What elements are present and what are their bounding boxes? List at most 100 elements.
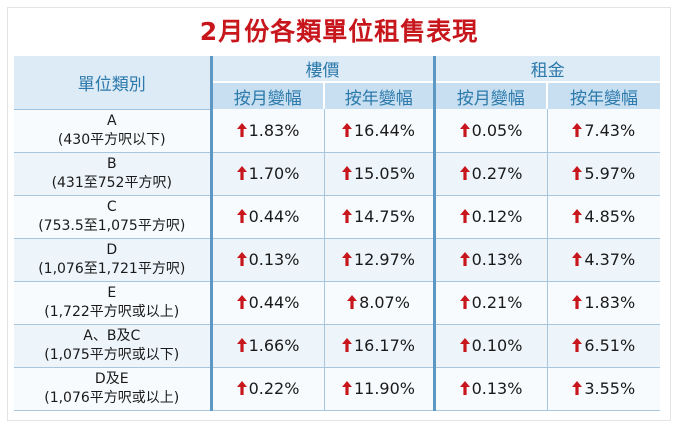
price-yoy-cell: 16.44%: [323, 109, 434, 153]
up-arrow-icon: [459, 165, 470, 180]
price-yoy-cell: 16.17%: [323, 324, 434, 368]
change-value: 0.05%: [471, 120, 523, 140]
change-value: 3.55%: [584, 379, 636, 398]
table-row: A、B及C (1,075平方呎或以下) 1.66% 16.17% 0.10% 6.51%: [14, 324, 660, 368]
change-value: 0.12%: [471, 207, 523, 226]
change-value: 1.70%: [248, 164, 300, 183]
header-price-group: 樓價: [209, 56, 434, 83]
unit-type-cell: D及E (1,076平方呎或以上): [14, 367, 211, 411]
change-value: 16.44%: [353, 120, 415, 140]
up-arrow-icon: [572, 251, 583, 266]
price-yoy-cell: 15.05%: [323, 152, 434, 196]
unit-size: (431至752平方呎): [51, 174, 172, 191]
up-arrow-icon: [236, 294, 247, 309]
up-arrow-icon: [341, 337, 352, 352]
header-unit-type: 單位類別: [14, 56, 211, 110]
rent-mom-cell: 0.10%: [432, 324, 547, 368]
up-arrow-icon: [459, 337, 470, 352]
rent-mom-cell: 0.13%: [432, 238, 547, 282]
unit-size: (1,722平方呎或以上): [44, 303, 180, 320]
change-value: 4.85%: [584, 207, 636, 226]
change-value: 0.13%: [248, 250, 300, 269]
price-mom-cell: 0.13%: [209, 238, 324, 282]
header-rent-yoy: 按年變幅: [546, 82, 660, 109]
page-title: 2月份各類單位租售表現: [199, 17, 479, 46]
table-row: C (753.5至1,075平方呎) 0.44% 14.75% 0.12% 4.85%: [14, 195, 660, 239]
unit-label: C: [106, 198, 117, 215]
change-value: 0.21%: [471, 293, 523, 312]
change-value: 4.37%: [584, 250, 636, 269]
change-value: 16.17%: [353, 336, 415, 355]
price-yoy-cell: 8.07%: [323, 281, 434, 325]
change-value: 12.97%: [353, 250, 415, 269]
table-row: D (1,076至1,721平方呎) 0.13% 12.97% 0.13% 4.37%: [14, 238, 660, 282]
rent-yoy-cell: 3.55%: [546, 367, 660, 411]
rent-mom-cell: 0.13%: [432, 367, 547, 411]
price-mom-cell: 0.22%: [209, 367, 324, 411]
unit-label: D: [106, 241, 118, 258]
unit-size: (1,076至1,721平方呎): [38, 260, 186, 277]
rent-yoy-cell: 6.51%: [546, 324, 660, 368]
up-arrow-icon: [572, 165, 583, 180]
up-arrow-icon: [459, 251, 470, 266]
price-yoy-cell: 11.90%: [323, 367, 434, 411]
unit-label: A、B及C: [83, 327, 141, 344]
change-value: 0.13%: [471, 379, 523, 398]
header-price-yoy: 按年變幅: [323, 82, 434, 109]
up-arrow-icon: [572, 380, 583, 395]
price-yoy-cell: 14.75%: [323, 195, 434, 239]
change-value: 6.51%: [584, 336, 636, 355]
header-price-mom: 按月變幅: [209, 82, 324, 109]
unit-size: (1,076平方呎或以上): [44, 389, 180, 406]
up-arrow-icon: [347, 294, 358, 309]
up-arrow-icon: [341, 380, 352, 395]
change-value: 0.13%: [471, 250, 523, 269]
up-arrow-icon: [572, 122, 583, 137]
unit-label: E: [107, 284, 117, 301]
unit-size: (1,075平方呎或以下): [44, 346, 180, 363]
up-arrow-icon: [459, 208, 470, 223]
change-value: 1.83%: [248, 120, 300, 140]
rent-yoy-cell: 4.85%: [546, 195, 660, 239]
up-arrow-icon: [459, 122, 470, 137]
rent-sale-table: 單位類別 樓價 租金 按月變幅 按年變幅 按月變幅 按年變幅 A (430平方呎以…: [14, 56, 660, 411]
unit-label: A: [106, 112, 117, 129]
unit-size: (430平方呎以下): [57, 131, 166, 148]
unit-type-cell: A、B及C (1,075平方呎或以下): [14, 324, 211, 368]
up-arrow-icon: [572, 294, 583, 309]
unit-label: D及E: [94, 370, 129, 387]
header-rent-group: 租金: [432, 56, 660, 83]
change-value: 0.44%: [248, 207, 300, 226]
change-value: 0.10%: [471, 336, 523, 355]
change-value: 11.90%: [353, 379, 415, 398]
rent-yoy-cell: 1.83%: [546, 281, 660, 325]
up-arrow-icon: [572, 337, 583, 352]
unit-type-cell: D (1,076至1,721平方呎): [14, 238, 211, 282]
table-row: B (431至752平方呎) 1.70% 15.05% 0.27% 5.97%: [14, 152, 660, 196]
price-mom-cell: 0.44%: [209, 281, 324, 325]
rent-mom-cell: 0.21%: [432, 281, 547, 325]
price-mom-cell: 1.66%: [209, 324, 324, 368]
up-arrow-icon: [341, 165, 352, 180]
up-arrow-icon: [236, 251, 247, 266]
up-arrow-icon: [236, 337, 247, 352]
unit-type-cell: B (431至752平方呎): [14, 152, 211, 196]
change-value: 0.27%: [471, 164, 523, 183]
change-value: 8.07%: [359, 293, 410, 312]
up-arrow-icon: [236, 380, 247, 395]
unit-size: (753.5至1,075平方呎): [38, 217, 186, 234]
change-value: 14.75%: [353, 207, 415, 226]
rent-yoy-cell: 4.37%: [546, 238, 660, 282]
up-arrow-icon: [341, 251, 352, 266]
change-value: 0.22%: [248, 379, 300, 398]
table-row: E (1,722平方呎或以上) 0.44% 8.07% 0.21% 1.83%: [14, 281, 660, 325]
rent-mom-cell: 0.12%: [432, 195, 547, 239]
rent-mom-cell: 0.05%: [432, 109, 547, 153]
up-arrow-icon: [236, 208, 247, 223]
table-row: D及E (1,076平方呎或以上) 0.22% 11.90% 0.13% 3.55%: [14, 367, 660, 411]
unit-type-cell: E (1,722平方呎或以上): [14, 281, 211, 325]
change-value: 15.05%: [353, 164, 415, 183]
rent-yoy-cell: 5.97%: [546, 152, 660, 196]
table-body: A (430平方呎以下) 1.83% 16.44% 0.05% 7.43% B (431至75…: [14, 109, 660, 411]
change-value: 1.66%: [248, 336, 300, 355]
